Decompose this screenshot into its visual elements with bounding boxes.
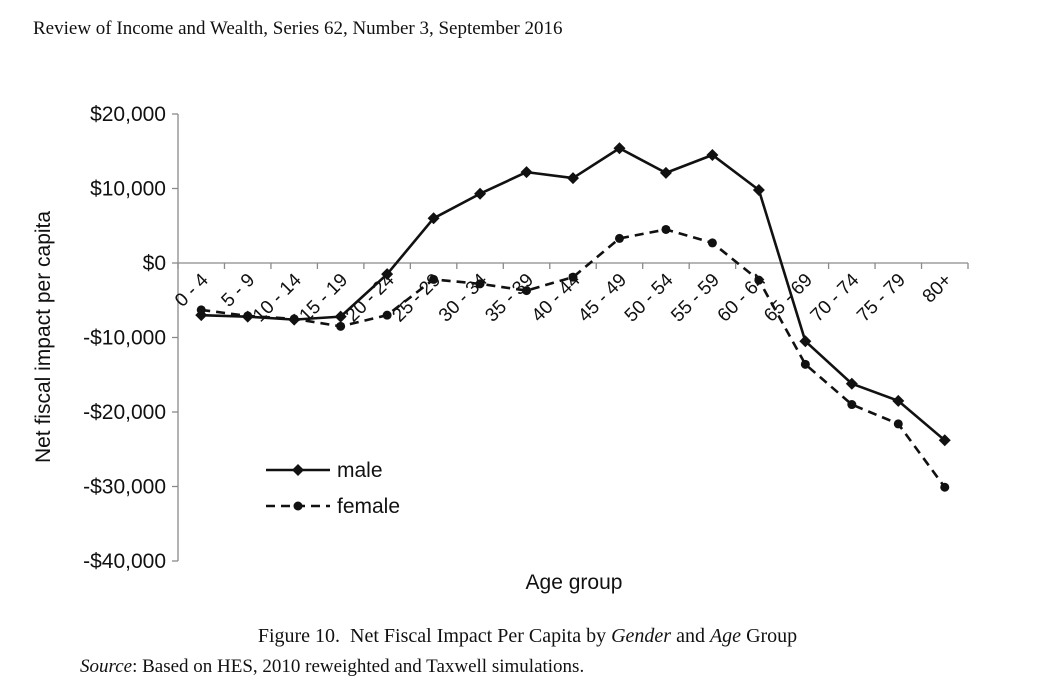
source-label: Source [80, 656, 133, 677]
data-point-female [522, 286, 532, 296]
x-tick-label: 55 - 59 [667, 270, 724, 327]
data-point-female [429, 274, 439, 284]
y-tick-label: $10,000 [90, 178, 166, 201]
data-point-male [799, 335, 812, 348]
data-point-female [893, 419, 903, 429]
figure-label: Figure 10. [257, 625, 341, 647]
source-text: : Based on HES, 2010 reweighted and Taxw… [132, 656, 585, 677]
line-chart: $20,000 $10,000 $0 -$10,000 -$20,000 -$30,000… [32, 103, 969, 594]
x-axis-label: Age group [526, 571, 623, 594]
y-axis: $20,000 $10,000 $0 -$10,000 -$20,000 -$30,000… [83, 103, 179, 573]
caption-text-1: Net Fiscal Impact Per Capita by [350, 625, 607, 647]
x-tick-label: 5 - 9 [218, 270, 260, 312]
x-tick-label: 45 - 49 [574, 270, 631, 327]
data-point-male [427, 212, 440, 225]
data-point-female [475, 279, 485, 289]
data-point-male [752, 183, 765, 196]
x-tick-label: 70 - 74 [807, 269, 864, 326]
y-tick-label: $20,000 [90, 103, 166, 126]
data-point-female [382, 310, 392, 320]
x-tick-label: 50 - 54 [621, 269, 678, 326]
data-point-male [381, 268, 394, 281]
data-point-male [613, 142, 626, 155]
caption-text-3: Group [746, 625, 798, 647]
data-point-male [845, 377, 858, 390]
data-point-female [940, 482, 950, 492]
y-tick-label: -$20,000 [83, 401, 166, 424]
series-line-female [201, 228, 946, 489]
series-female [196, 224, 950, 492]
caption-text-2: and [676, 625, 705, 647]
data-point-male [567, 172, 579, 185]
data-point-male [892, 394, 905, 407]
figure-source: Source: Based on HES, 2010 reweighted an… [80, 656, 584, 678]
data-point-female [243, 311, 253, 321]
data-point-female [754, 275, 764, 285]
figure-caption: Figure 10. Net Fiscal Impact Per Capita … [0, 625, 1055, 648]
x-tick-label: 35 - 39 [481, 270, 538, 327]
data-point-female [289, 314, 299, 324]
data-point-female [661, 224, 671, 234]
data-point-male [706, 148, 719, 161]
y-tick-label: -$40,000 [83, 550, 166, 573]
data-point-male [938, 434, 951, 447]
y-tick-label: -$10,000 [83, 327, 166, 350]
caption-italic-age: Age [709, 625, 742, 647]
data-point-male [474, 187, 487, 200]
x-tick-label: 80+ [919, 270, 957, 308]
data-point-male [659, 166, 672, 179]
data-point-female [614, 233, 624, 243]
x-tick-label: 0 - 4 [171, 269, 213, 311]
data-point-female [568, 272, 578, 282]
x-tick-label: 75 - 79 [853, 270, 910, 327]
data-point-female [847, 400, 857, 410]
journal-header: Review of Income and Wealth, Series 62, … [33, 18, 563, 39]
y-axis-label: Net fiscal impact per capita [32, 211, 55, 463]
legend-label-female: female [337, 495, 400, 518]
series-layer [195, 142, 951, 492]
data-point-female [196, 305, 206, 315]
data-point-female [800, 359, 810, 369]
x-tick-label: 65 - 69 [760, 270, 817, 327]
y-tick-label: -$30,000 [83, 476, 166, 499]
x-tick-label: 30 - 34 [435, 269, 492, 326]
y-tick-label: $0 [143, 252, 166, 275]
legend-label-male: male [337, 459, 383, 482]
data-point-male [520, 166, 533, 179]
legend-marker-female [293, 501, 303, 511]
legend: male female [266, 459, 400, 518]
legend-marker-male [292, 464, 304, 476]
caption-italic-gender: Gender [611, 625, 672, 647]
data-point-male [334, 310, 347, 323]
data-point-female [707, 238, 717, 248]
data-point-female [336, 321, 346, 331]
